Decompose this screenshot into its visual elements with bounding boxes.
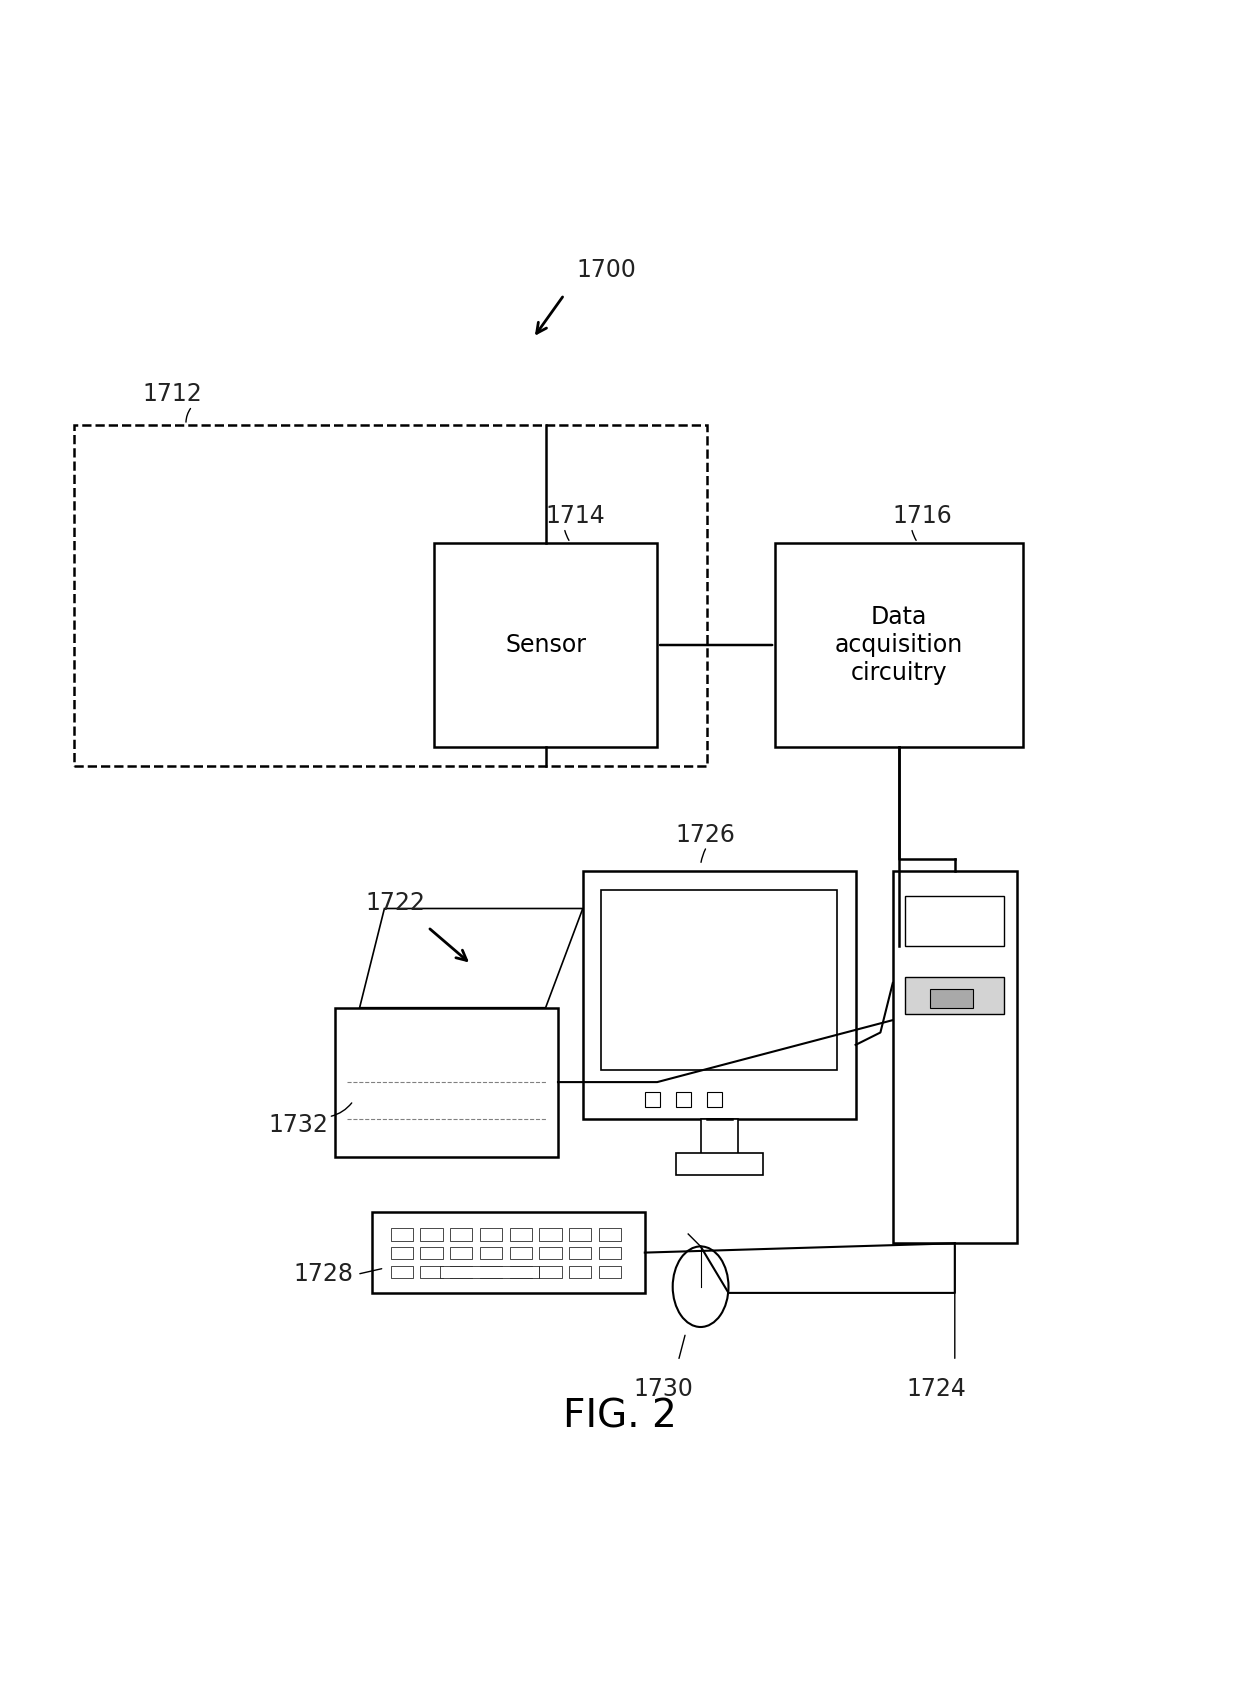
Bar <box>569 1229 591 1241</box>
Bar <box>510 1266 532 1278</box>
Bar <box>599 1266 621 1278</box>
Bar <box>599 1248 621 1260</box>
Bar <box>420 1266 443 1278</box>
Bar <box>676 1092 691 1107</box>
Text: FIG. 2: FIG. 2 <box>563 1397 677 1436</box>
Bar <box>569 1248 591 1260</box>
Bar <box>450 1266 472 1278</box>
Bar <box>905 896 1004 946</box>
Bar <box>434 543 657 747</box>
Bar <box>930 989 973 1007</box>
Bar <box>74 425 707 765</box>
Bar <box>391 1248 413 1260</box>
Bar <box>480 1266 502 1278</box>
Bar <box>510 1229 532 1241</box>
Bar <box>480 1229 502 1241</box>
Bar <box>539 1229 562 1241</box>
Bar <box>893 872 1017 1243</box>
Polygon shape <box>360 909 583 1007</box>
Bar <box>510 1248 532 1260</box>
Bar <box>440 1266 539 1278</box>
Ellipse shape <box>672 1246 728 1327</box>
Bar <box>645 1092 660 1107</box>
Bar <box>539 1248 562 1260</box>
Bar <box>701 1119 738 1156</box>
Text: 1716: 1716 <box>893 505 952 528</box>
Text: 1730: 1730 <box>634 1376 693 1402</box>
Bar <box>775 543 1023 747</box>
Bar <box>569 1266 591 1278</box>
Bar <box>391 1229 413 1241</box>
Bar <box>450 1229 472 1241</box>
Text: 1700: 1700 <box>577 259 636 283</box>
Bar <box>391 1266 413 1278</box>
Text: 1732: 1732 <box>269 1112 329 1138</box>
Bar <box>420 1229 443 1241</box>
Text: Data
acquisition
circuitry: Data acquisition circuitry <box>835 604 963 684</box>
Text: 1728: 1728 <box>294 1263 353 1287</box>
Bar <box>335 1007 558 1156</box>
Text: 1714: 1714 <box>546 505 605 528</box>
Bar <box>676 1153 763 1175</box>
Bar <box>601 891 837 1070</box>
Bar <box>583 872 856 1119</box>
Bar <box>420 1248 443 1260</box>
Text: 1712: 1712 <box>143 383 202 406</box>
Bar <box>707 1092 722 1107</box>
Text: 1726: 1726 <box>676 823 735 846</box>
Bar <box>372 1212 645 1293</box>
Bar <box>450 1248 472 1260</box>
Text: Sensor: Sensor <box>505 633 587 657</box>
Bar <box>480 1248 502 1260</box>
Text: 1722: 1722 <box>366 891 425 914</box>
Bar <box>599 1229 621 1241</box>
Text: 1724: 1724 <box>906 1376 966 1402</box>
Bar <box>539 1266 562 1278</box>
Bar <box>905 977 1004 1014</box>
